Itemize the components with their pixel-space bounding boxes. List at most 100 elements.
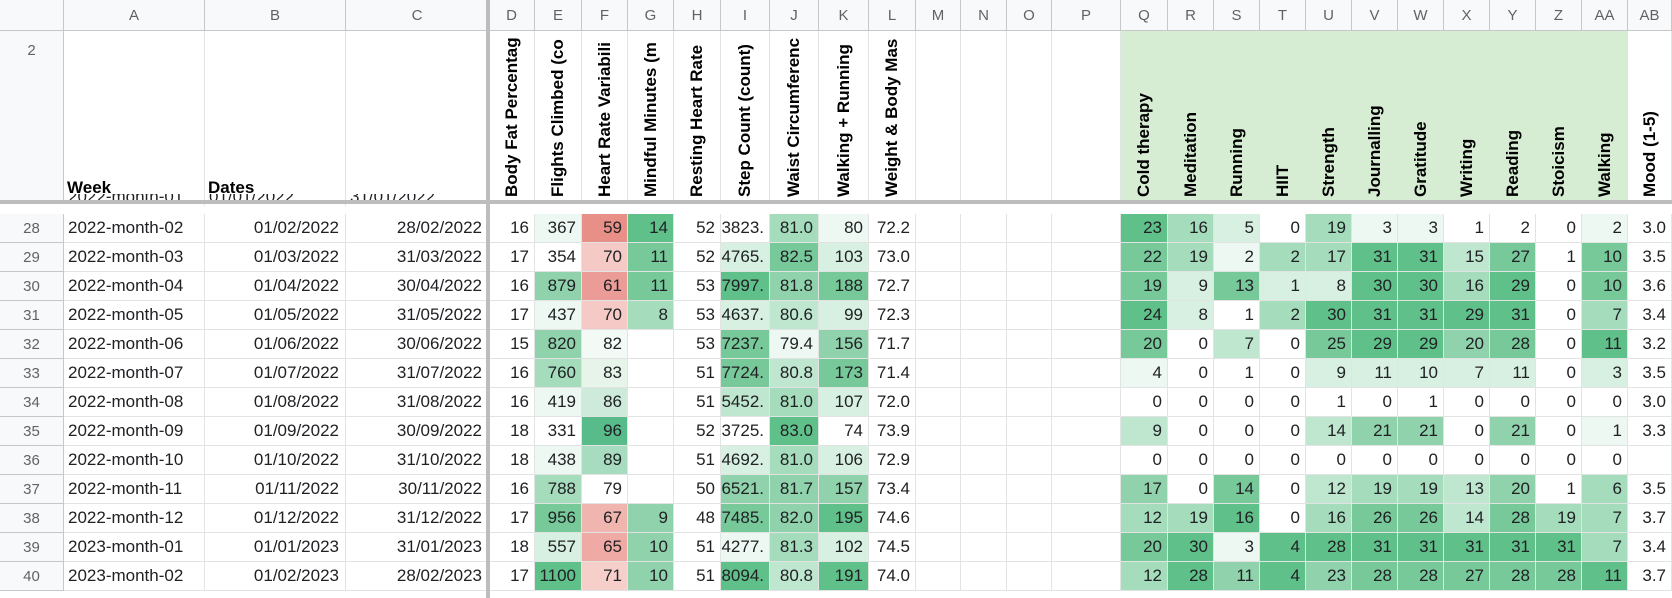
header-cell-s[interactable]: Running [1214, 31, 1260, 202]
cell-s30[interactable]: 13 [1214, 272, 1260, 301]
cell-f29[interactable]: 70 [582, 243, 628, 272]
cell-i32[interactable]: 7237. [721, 330, 770, 359]
header-cell-x[interactable]: Writing [1444, 31, 1490, 202]
cell-r39[interactable]: 30 [1168, 533, 1214, 562]
cell-q28[interactable]: 23 [1121, 214, 1168, 243]
cell-n34[interactable] [961, 388, 1007, 417]
cell-ab34[interactable]: 3.0 [1628, 388, 1672, 417]
cell-s38[interactable]: 16 [1214, 504, 1260, 533]
column-header-g[interactable]: G [628, 0, 674, 31]
cell-c39[interactable]: 31/01/2023 [346, 533, 489, 562]
cell-y29[interactable]: 27 [1490, 243, 1536, 272]
cell-u34[interactable]: 1 [1306, 388, 1352, 417]
cell-v37[interactable]: 19 [1352, 475, 1398, 504]
column-header-f[interactable]: F [582, 0, 628, 31]
cell-k31[interactable]: 99 [819, 301, 869, 330]
cell-aa36[interactable]: 0 [1582, 446, 1628, 475]
cell-f30[interactable]: 61 [582, 272, 628, 301]
cell-aa32[interactable]: 11 [1582, 330, 1628, 359]
column-header-u[interactable]: U [1306, 0, 1352, 31]
cell-s28[interactable]: 5 [1214, 214, 1260, 243]
cell-b32[interactable]: 01/06/2022 [205, 330, 346, 359]
header-cell-r[interactable]: Meditation [1168, 31, 1214, 202]
cell-r32[interactable]: 0 [1168, 330, 1214, 359]
cell-e33[interactable]: 760 [535, 359, 582, 388]
header-cell-d[interactable]: Body Fat Percentag [489, 31, 535, 202]
cell-a39[interactable]: 2023-month-01 [64, 533, 205, 562]
cell-z38[interactable]: 19 [1536, 504, 1582, 533]
header-cell-o[interactable] [1007, 31, 1052, 202]
cell-s39[interactable]: 3 [1214, 533, 1260, 562]
cell-d34[interactable]: 16 [489, 388, 535, 417]
cell-e31[interactable]: 437 [535, 301, 582, 330]
cell-e38[interactable]: 956 [535, 504, 582, 533]
cell-v28[interactable]: 3 [1352, 214, 1398, 243]
cell-q40[interactable]: 12 [1121, 562, 1168, 591]
cell-k34[interactable]: 107 [819, 388, 869, 417]
cell-w28[interactable]: 3 [1398, 214, 1444, 243]
cell-h31[interactable]: 53 [674, 301, 721, 330]
cell-e37[interactable]: 788 [535, 475, 582, 504]
cell-h33[interactable]: 51 [674, 359, 721, 388]
cell-c38[interactable]: 31/12/2022 [346, 504, 489, 533]
cell-t30[interactable]: 1 [1260, 272, 1306, 301]
cell-b39[interactable]: 01/01/2023 [205, 533, 346, 562]
cell-o40[interactable] [1007, 562, 1052, 591]
cell-g35[interactable] [628, 417, 674, 446]
column-header-h[interactable]: H [674, 0, 721, 31]
cell-aa34[interactable]: 0 [1582, 388, 1628, 417]
cell-m38[interactable] [916, 504, 961, 533]
cell-p33[interactable] [1052, 359, 1121, 388]
cell-o32[interactable] [1007, 330, 1052, 359]
cell-q32[interactable]: 20 [1121, 330, 1168, 359]
cell-b31[interactable]: 01/05/2022 [205, 301, 346, 330]
cell-f37[interactable]: 79 [582, 475, 628, 504]
cell-v35[interactable]: 21 [1352, 417, 1398, 446]
cell-aa30[interactable]: 10 [1582, 272, 1628, 301]
cell-l31[interactable]: 72.3 [869, 301, 916, 330]
cell-x30[interactable]: 16 [1444, 272, 1490, 301]
cell-x37[interactable]: 13 [1444, 475, 1490, 504]
cell-v34[interactable]: 0 [1352, 388, 1398, 417]
cell-n33[interactable] [961, 359, 1007, 388]
cell-d38[interactable]: 17 [489, 504, 535, 533]
cell-i37[interactable]: 6521. [721, 475, 770, 504]
cell-z35[interactable]: 0 [1536, 417, 1582, 446]
row-number[interactable]: 31 [0, 301, 64, 330]
cell-h29[interactable]: 52 [674, 243, 721, 272]
cell-o37[interactable] [1007, 475, 1052, 504]
cell-f39[interactable]: 65 [582, 533, 628, 562]
cell-aa33[interactable]: 3 [1582, 359, 1628, 388]
cell-p28[interactable] [1052, 214, 1121, 243]
header-cell-b[interactable]: Dates [205, 31, 346, 202]
cell-b40[interactable]: 01/02/2023 [205, 562, 346, 591]
cell-v38[interactable]: 26 [1352, 504, 1398, 533]
cell-q34[interactable]: 0 [1121, 388, 1168, 417]
header-cell-h[interactable]: Resting Heart Rate [674, 31, 721, 202]
cell-j35[interactable]: 83.0 [770, 417, 819, 446]
cell-g37[interactable] [628, 475, 674, 504]
column-header-o[interactable]: O [1007, 0, 1052, 31]
row-number[interactable]: 33 [0, 359, 64, 388]
cell-i31[interactable]: 4637. [721, 301, 770, 330]
cell-b34[interactable]: 01/08/2022 [205, 388, 346, 417]
row-number[interactable]: 38 [0, 504, 64, 533]
cell-q37[interactable]: 17 [1121, 475, 1168, 504]
cell-y28[interactable]: 2 [1490, 214, 1536, 243]
header-cell-v[interactable]: Journalling [1352, 31, 1398, 202]
select-all-corner[interactable] [0, 0, 64, 31]
cell-h35[interactable]: 52 [674, 417, 721, 446]
cell-h37[interactable]: 50 [674, 475, 721, 504]
column-header-j[interactable]: J [770, 0, 819, 31]
cell-t32[interactable]: 0 [1260, 330, 1306, 359]
header-cell-aa[interactable]: Walking [1582, 31, 1628, 202]
cell-a37[interactable]: 2022-month-11 [64, 475, 205, 504]
cell-t28[interactable]: 0 [1260, 214, 1306, 243]
cell-n31[interactable] [961, 301, 1007, 330]
cell-c35[interactable]: 30/09/2022 [346, 417, 489, 446]
cell-o33[interactable] [1007, 359, 1052, 388]
cell-ab37[interactable]: 3.5 [1628, 475, 1672, 504]
cell-e39[interactable]: 557 [535, 533, 582, 562]
cell-i35[interactable]: 3725. [721, 417, 770, 446]
header-cell-z[interactable]: Stoicism [1536, 31, 1582, 202]
